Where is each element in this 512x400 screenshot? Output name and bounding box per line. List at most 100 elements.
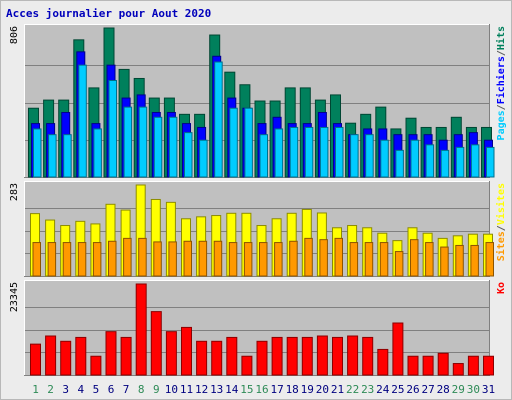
bar-pages-day-4 [78, 65, 87, 177]
bar-pages-day-29-edge [455, 146, 465, 178]
bar-pages-day-17 [275, 128, 283, 177]
bar-sites-day-30 [470, 245, 479, 276]
chart-title: Acces journalier pour Aout 2020 [6, 7, 212, 20]
legend-entry: Visites [495, 183, 507, 225]
legend-entry: Hits [495, 26, 507, 50]
bar-ko-day-10-edge [165, 331, 177, 376]
bar-pages-day-25 [395, 150, 404, 177]
x-tick-label-day-21: 21 [331, 383, 344, 396]
bar-ko-day-30-edge [467, 355, 479, 376]
bar-pages-day-18-edge [289, 126, 299, 178]
panel-2-bevel-dark [24, 181, 490, 277]
bar-ko-day-4 [75, 337, 86, 375]
x-tick-label-day-18: 18 [286, 383, 299, 396]
bar-pages-day-11-edge [184, 132, 193, 178]
bar-pages-day-15-edge [244, 107, 253, 178]
bar-sites-day-17 [274, 242, 283, 276]
x-tick-label-day-6: 6 [108, 383, 115, 396]
x-tick-label-day-12: 12 [195, 383, 208, 396]
bar-ko-day-23-edge [362, 336, 374, 376]
bar-ko-day-18-edge [286, 336, 298, 376]
x-tick-label-day-3: 3 [62, 383, 69, 396]
bar-ko-day-7-edge [120, 336, 132, 376]
bar-pages-day-9 [154, 117, 162, 177]
x-tick-label-day-31: 31 [482, 383, 495, 396]
bar-ko-day-20 [317, 335, 328, 375]
bar-pages-day-10 [169, 117, 177, 177]
legend-entry: / [496, 104, 507, 110]
bar-ko-day-24 [377, 349, 388, 375]
bar-ko-day-24-edge [377, 348, 389, 376]
bar-pages-day-28-edge [440, 149, 450, 178]
bar-ko-day-28 [438, 353, 449, 375]
bar-pages-day-28 [441, 150, 449, 177]
bar-sites-day-22-edge [349, 242, 359, 277]
bar-ko-day-9-edge [150, 311, 162, 376]
bar-pages-day-1-edge [33, 128, 42, 178]
x-tick-label-day-28: 28 [437, 383, 450, 396]
x-tick-label-day-19: 19 [301, 383, 314, 396]
x-tick-label-day-13: 13 [210, 383, 223, 396]
bar-ko-day-30 [468, 356, 479, 375]
bar-sites-day-6-edge [108, 240, 117, 277]
bar-sites-day-29 [455, 245, 464, 276]
bar-sites-day-26-edge [410, 239, 419, 277]
bar-ko-day-4-edge [75, 336, 87, 376]
bar-sites-day-10-edge [168, 241, 177, 277]
bar-ko-day-1 [30, 344, 41, 375]
bar-sites-day-29-edge [455, 244, 464, 277]
bar-sites-day-31-edge [485, 242, 494, 277]
bar-ko-day-22 [347, 335, 358, 375]
bar-pages-day-21 [335, 127, 343, 177]
bar-ko-day-26 [408, 356, 418, 375]
x-tick-label-day-22: 22 [346, 383, 359, 396]
x-tick-label-day-5: 5 [93, 383, 100, 396]
bar-sites-day-25 [395, 251, 403, 276]
legend-entry: Ko [496, 282, 507, 294]
bar-ko-day-8-edge [135, 283, 147, 376]
bar-pages-day-1 [33, 128, 41, 177]
bar-pages-day-24 [380, 140, 389, 177]
bar-pages-day-26-edge [410, 139, 419, 178]
bar-pages-day-19 [305, 127, 313, 177]
x-tick-label-day-1: 1 [32, 383, 39, 396]
bar-pages-day-30-edge [470, 144, 480, 178]
bar-ko-day-27-edge [422, 355, 434, 376]
x-tick-label-day-30: 30 [467, 383, 480, 396]
bar-ko-day-17 [272, 337, 283, 375]
bar-sites-day-14-edge [228, 242, 238, 277]
bar-pages-day-13 [214, 62, 223, 177]
x-tick-label-day-14: 14 [225, 383, 239, 396]
bar-ko-day-6 [106, 331, 116, 375]
bar-sites-day-9 [153, 241, 162, 276]
bar-pages-day-12-edge [199, 139, 208, 178]
x-tick-label-day-23: 23 [361, 383, 374, 396]
bar-ko-day-13-edge [211, 340, 223, 376]
bar-pages-day-6 [109, 80, 117, 177]
bar-sites-day-15-edge [243, 242, 253, 277]
bar-ko-day-10 [166, 331, 177, 375]
bar-sites-day-9-edge [153, 241, 162, 277]
bar-pages-day-16 [260, 134, 268, 177]
bar-pages-day-5 [93, 128, 102, 177]
x-tick-label-day-10: 10 [165, 383, 178, 396]
bar-sites-day-12-edge [198, 240, 208, 277]
bar-sites-day-27-edge [425, 242, 434, 277]
bar-ko-day-28-edge [437, 352, 449, 376]
bar-pages-day-18 [290, 127, 298, 177]
panel-2-bevel-light [24, 181, 490, 277]
bar-pages-day-11 [184, 132, 192, 177]
bar-pages-day-19-edge [304, 126, 314, 178]
bar-ko-day-15-edge [241, 355, 253, 376]
bar-sites-day-23-edge [364, 242, 374, 277]
bar-sites-day-14 [229, 242, 237, 276]
bar-sites-day-28 [440, 247, 449, 276]
x-tick-label-day-26: 26 [406, 383, 419, 396]
bar-sites-day-22 [350, 242, 358, 276]
x-tick-label-day-15: 15 [240, 383, 253, 396]
bar-ko-day-11 [181, 327, 192, 375]
bar-ko-day-5-edge [90, 355, 102, 376]
legend: Sites/Visites [495, 183, 507, 261]
y-max-label: 23345 [9, 282, 20, 312]
bar-sites-day-8 [138, 238, 147, 276]
